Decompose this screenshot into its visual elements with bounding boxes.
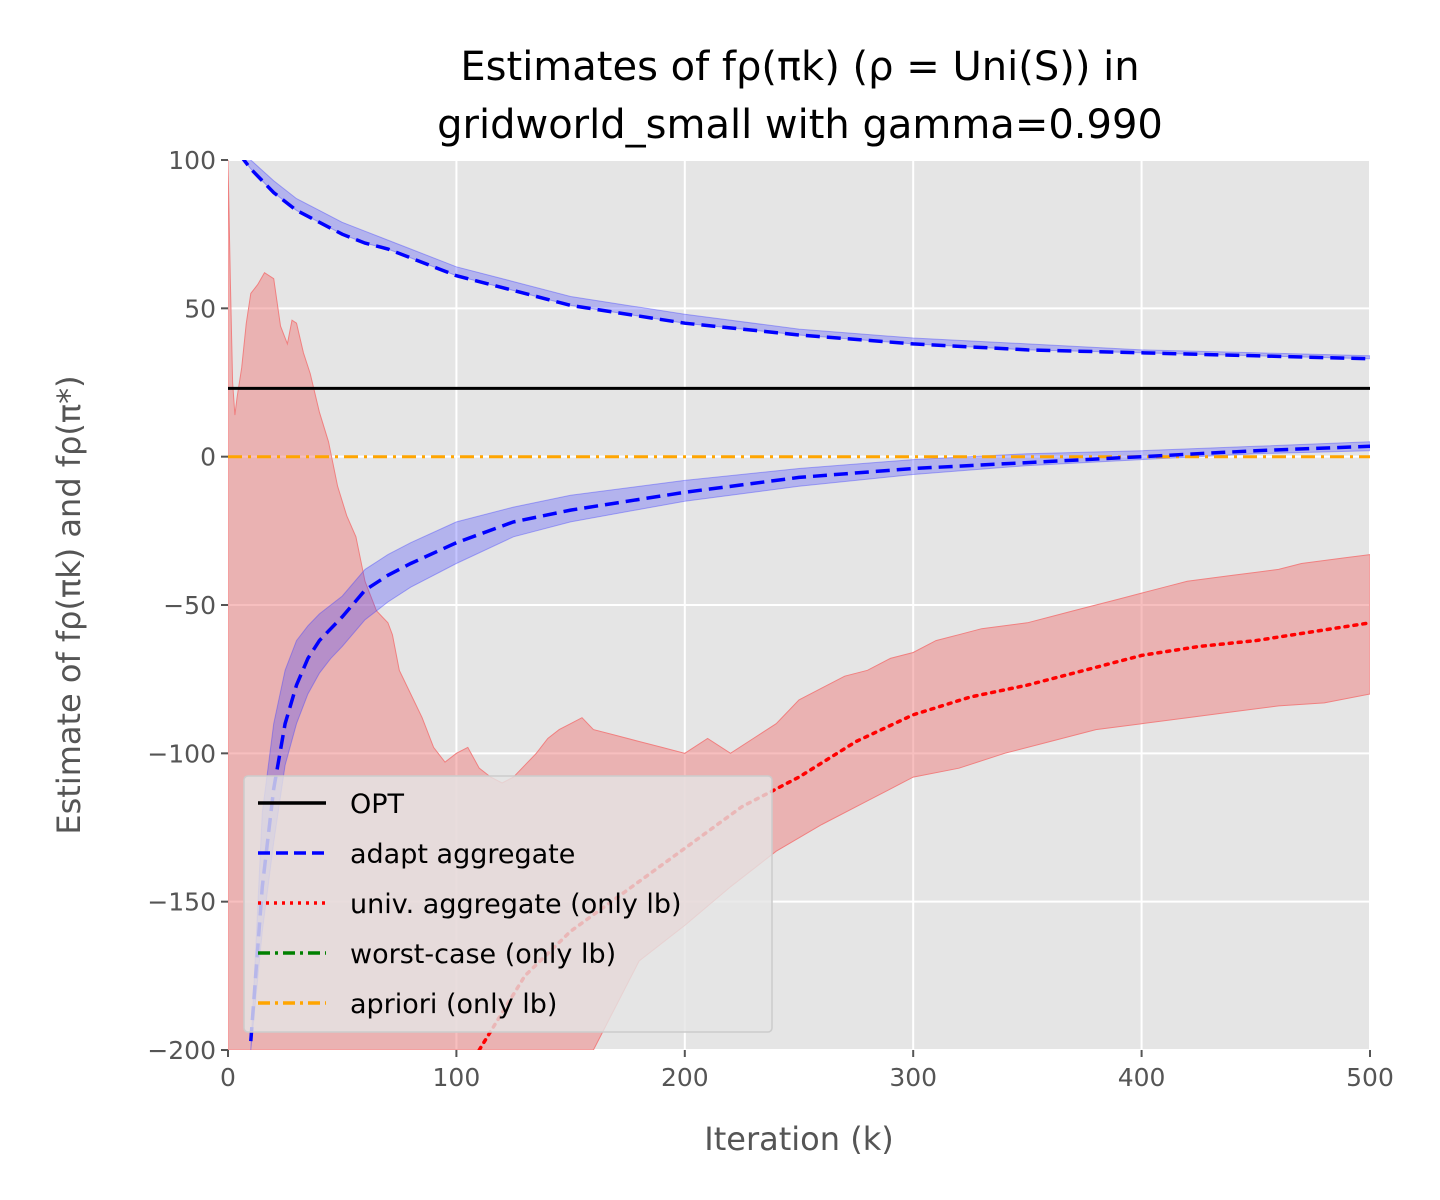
y-axis-label: Estimate of fρ(πk) and fρ(π*) bbox=[50, 375, 88, 834]
y-tick-labels: −200 −150 −100 −50 0 50 100 bbox=[147, 146, 228, 1065]
chart-title-line-1: Estimates of fρ(πk) (ρ = Uni(S)) in bbox=[460, 44, 1139, 90]
chart-title-line-2: gridworld_small with gamma=0.990 bbox=[437, 102, 1163, 148]
adapt-aggregate-lower-line bbox=[249, 444, 1370, 1042]
y-tick-label: −150 bbox=[147, 888, 216, 917]
y-tick-label: 100 bbox=[168, 146, 216, 175]
x-tick-label: 200 bbox=[661, 1063, 709, 1092]
adapt-aggregate-lower-band bbox=[250, 441, 1370, 1050]
y-tick-label: −200 bbox=[147, 1036, 216, 1065]
legend: OPT adapt aggregate univ. aggregate (only … bbox=[243, 775, 773, 1033]
legend-label: univ. aggregate (only lb) bbox=[350, 889, 682, 920]
x-tick-label: 0 bbox=[220, 1063, 236, 1092]
legend-label: OPT bbox=[350, 789, 405, 820]
y-tick-label: 0 bbox=[200, 443, 216, 472]
adapt-aggregate-upper-line bbox=[241, 160, 1370, 361]
y-tick-label: −50 bbox=[163, 591, 216, 620]
adapt-aggregate-upper-band bbox=[243, 160, 1370, 360]
x-tick-label: 400 bbox=[1118, 1063, 1166, 1092]
legend-box bbox=[243, 775, 773, 1033]
legend-label: adapt aggregate bbox=[350, 839, 575, 870]
x-tick-labels: 0 100 200 300 400 500 bbox=[220, 1050, 1394, 1092]
x-tick-label: 100 bbox=[433, 1063, 481, 1092]
legend-label: apriori (only lb) bbox=[350, 989, 557, 1020]
y-tick-label: 50 bbox=[184, 294, 216, 323]
y-tick-label: −100 bbox=[147, 739, 216, 768]
x-tick-label: 300 bbox=[889, 1063, 937, 1092]
legend-label: worst-case (only lb) bbox=[350, 939, 616, 970]
x-axis-label: Iteration (k) bbox=[704, 1120, 893, 1158]
x-tick-label: 500 bbox=[1346, 1063, 1394, 1092]
